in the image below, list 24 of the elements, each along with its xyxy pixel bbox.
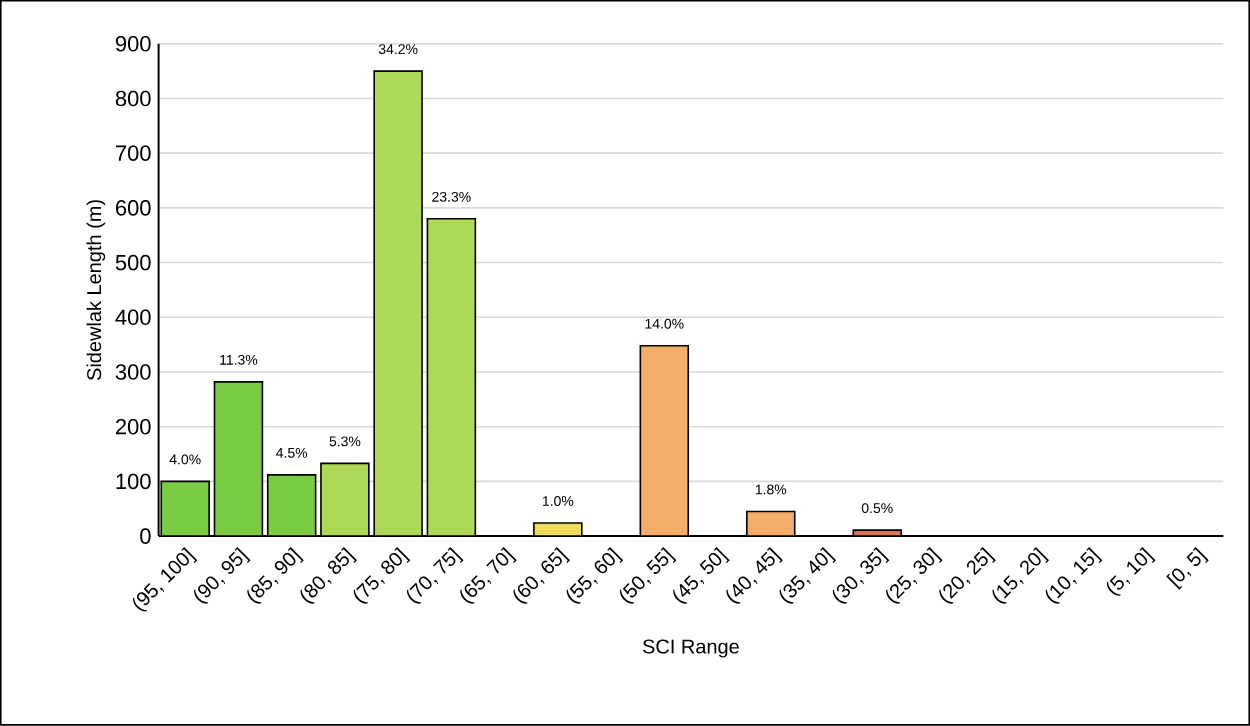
y-tick-label: 0 <box>140 528 151 545</box>
annotation: 1.8% <box>755 484 787 495</box>
y-axis-title: Sidewlak Length (m) <box>86 200 106 381</box>
x-tick-label: [0, 5] <box>1166 547 1209 590</box>
y-tick-label: 100 <box>116 473 151 490</box>
y-tick-label: 900 <box>115 36 151 52</box>
x-axis-title: SCI Range <box>642 639 739 658</box>
x-tick-label: (5, 10] <box>1106 547 1156 596</box>
annotation: 11.3% <box>220 355 258 365</box>
annotation: 34.2% <box>378 44 418 55</box>
annotation: 5.3% <box>329 436 361 447</box>
annotation: 14.0% <box>645 318 684 329</box>
annotation: 1.0% <box>542 496 574 507</box>
y-tick-label: 700 <box>116 145 151 162</box>
y-tick-label: 500 <box>115 254 151 271</box>
y-tick-label: 400 <box>115 309 151 326</box>
annotation: 4.0% <box>169 454 201 465</box>
annotation: 23.3% <box>432 192 471 202</box>
annotation: 4.5% <box>276 448 308 458</box>
y-tick-label: 800 <box>115 90 151 107</box>
y-tick-label: 600 <box>116 200 151 216</box>
annotation: 0.5% <box>861 503 893 514</box>
y-tick-label: 300 <box>115 364 151 380</box>
y-tick-label: 200 <box>115 419 151 435</box>
